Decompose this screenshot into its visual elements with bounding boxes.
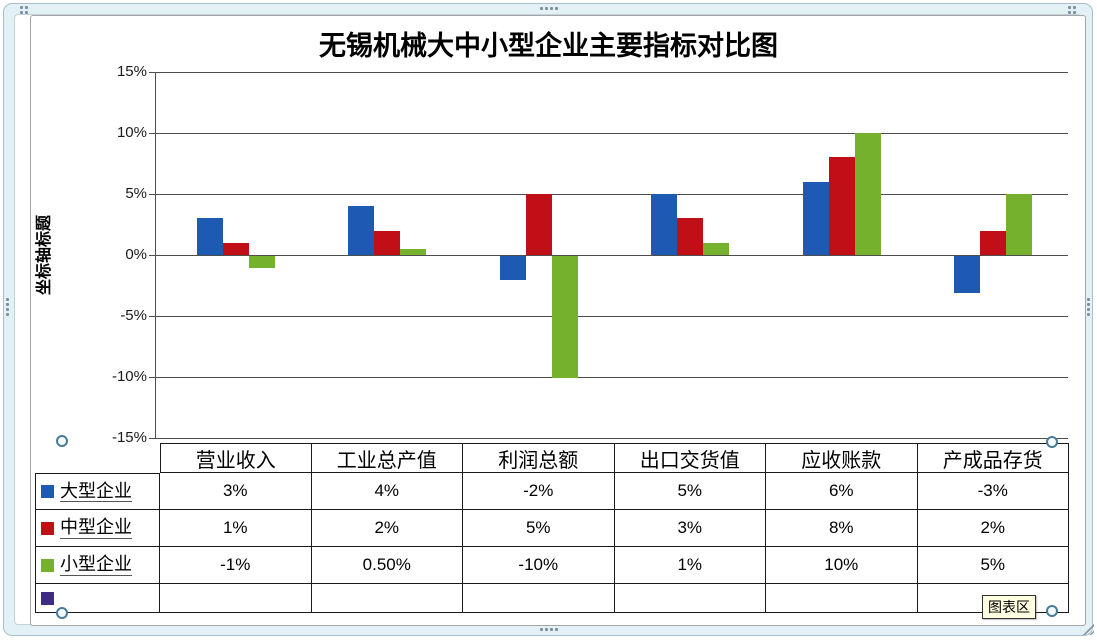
selection-handle-right-top[interactable] [1046, 436, 1058, 448]
y-axis-line [155, 72, 156, 438]
table-cell[interactable]: -10% [463, 547, 615, 584]
bar-中型企业-营业收入[interactable] [223, 243, 249, 255]
table-cell[interactable]: -1% [160, 547, 312, 584]
frame-grip-top-right[interactable] [1068, 6, 1076, 14]
y-tick-label: -5% [120, 307, 147, 324]
frame-grip-bottom-middle[interactable] [540, 628, 558, 631]
table-header-营业收入[interactable]: 营业收入 [160, 443, 312, 473]
y-axis-tick [149, 72, 155, 73]
legend-item[interactable]: 大型企业 [35, 473, 160, 510]
y-tick-label: 15% [116, 63, 147, 80]
bar-中型企业-产成品存货[interactable] [980, 231, 1006, 255]
bar-小型企业-出口交货值[interactable] [703, 243, 729, 255]
y-axis-tick [149, 316, 155, 317]
bar-中型企业-利润总额[interactable] [526, 194, 552, 255]
bar-中型企业-应收账款[interactable] [829, 157, 855, 255]
table-cell[interactable]: 6% [766, 473, 918, 510]
table-cell[interactable] [614, 584, 766, 613]
legend-label: 中型企业 [60, 517, 132, 539]
table-cell[interactable]: 5% [917, 547, 1069, 584]
bar-中型企业-出口交货值[interactable] [677, 218, 703, 255]
table-cell[interactable]: -3% [917, 473, 1069, 510]
bar-大型企业-工业总产值[interactable] [348, 206, 374, 255]
selection-handle-left-top[interactable] [56, 435, 68, 447]
table-cell[interactable]: 3% [614, 510, 766, 547]
table-cell[interactable]: 1% [160, 510, 312, 547]
table-header-出口交货值[interactable]: 出口交货值 [614, 443, 766, 473]
bar-小型企业-产成品存货[interactable] [1006, 194, 1032, 255]
data-table[interactable]: 营业收入 工业总产值 利润总额 出口交货值 应收账款 产成品存货 大型企业 3% 4% -2% 5%… [35, 443, 1069, 613]
legend-key-icon [41, 558, 54, 572]
gridline [155, 194, 1068, 195]
y-axis-tick [149, 133, 155, 134]
table-cell[interactable]: 1% [614, 547, 766, 584]
table-cell[interactable] [160, 584, 312, 613]
bar-小型企业-工业总产值[interactable] [400, 249, 426, 255]
table-cell[interactable]: 0.50% [311, 547, 463, 584]
table-header-应收账款[interactable]: 应收账款 [766, 443, 918, 473]
table-cell[interactable]: 2% [311, 510, 463, 547]
table-cell[interactable]: 10% [766, 547, 918, 584]
bar-大型企业-利润总额[interactable] [500, 256, 526, 280]
frame-grip-top-middle[interactable] [540, 7, 558, 10]
gridline [155, 133, 1068, 134]
gridline [155, 377, 1068, 378]
selection-handle-right-bottom[interactable] [1046, 605, 1058, 617]
y-tick-label: 0% [125, 246, 147, 263]
table-cell[interactable]: 3% [160, 473, 312, 510]
bar-小型企业-营业收入[interactable] [249, 256, 275, 268]
y-axis-tick [149, 255, 155, 256]
frame-grip-top-left[interactable] [20, 6, 28, 14]
y-axis-title[interactable]: 坐标轴标题 [36, 215, 53, 296]
selection-handle-left-bottom[interactable] [56, 607, 68, 619]
table-cell[interactable] [311, 584, 463, 613]
gridline [155, 72, 1068, 73]
frame-grip-right-middle[interactable] [1087, 298, 1090, 316]
plot-area[interactable]: 15% 10% 5% 0% -5% -10% -15% [112, 63, 1068, 446]
y-tick-label: 10% [116, 124, 147, 141]
bar-大型企业-应收账款[interactable] [803, 182, 829, 255]
y-tick-label: -15% [111, 429, 147, 446]
y-axis-tick [149, 194, 155, 195]
y-tick-label: 5% [125, 185, 147, 202]
table-cell[interactable]: 8% [766, 510, 918, 547]
table-header-利润总额[interactable]: 利润总额 [463, 443, 615, 473]
table-cell[interactable]: 5% [614, 473, 766, 510]
bar-大型企业-产成品存货[interactable] [954, 256, 980, 293]
gridline [155, 438, 1068, 439]
table-cell[interactable] [766, 584, 918, 613]
bar-小型企业-利润总额[interactable] [552, 256, 578, 378]
chart-area-tooltip: 图表区 [982, 595, 1036, 619]
table-header-产成品存货[interactable]: 产成品存货 [917, 443, 1069, 473]
table-corner-cell [35, 443, 160, 473]
bar-大型企业-营业收入[interactable] [197, 218, 223, 255]
y-axis-tick [149, 377, 155, 378]
legend-key-icon [41, 591, 54, 605]
legend-key-icon [41, 521, 54, 535]
gridline [155, 255, 1068, 256]
table-cell[interactable]: 2% [917, 510, 1069, 547]
bar-大型企业-出口交货值[interactable] [651, 194, 677, 255]
legend-item[interactable]: 中型企业 [35, 510, 160, 547]
legend-label: 小型企业 [60, 554, 132, 576]
table-cell[interactable]: 4% [311, 473, 463, 510]
legend-label: 大型企业 [60, 480, 132, 503]
table-cell[interactable]: 5% [463, 510, 615, 547]
legend-item[interactable]: 小型企业 [35, 547, 160, 584]
frame-grip-left-middle[interactable] [6, 298, 9, 316]
bar-中型企业-工业总产值[interactable] [374, 231, 400, 255]
chart-title[interactable]: 无锡机械大中小型企业主要指标对比图 [319, 31, 778, 61]
legend-key-icon [41, 485, 54, 498]
y-axis-tick [149, 438, 155, 439]
table-cell[interactable]: -2% [463, 473, 615, 510]
gridline [155, 316, 1068, 317]
y-tick-label: -10% [111, 368, 147, 385]
table-header-工业总产值[interactable]: 工业总产值 [311, 443, 463, 473]
table-cell[interactable] [463, 584, 615, 613]
bar-小型企业-应收账款[interactable] [855, 133, 881, 255]
legend-item[interactable] [35, 584, 160, 613]
